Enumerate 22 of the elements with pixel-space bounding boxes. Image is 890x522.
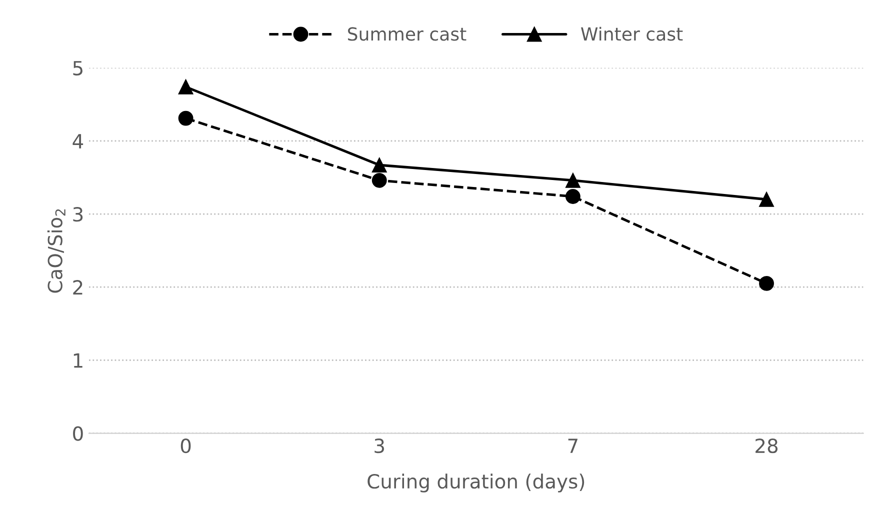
point: [372, 158, 387, 173]
point: [178, 110, 194, 126]
legend-label: Summer cast: [348, 27, 466, 41]
point: [565, 189, 580, 204]
point: [759, 192, 774, 207]
x-tick-label: 3: [374, 438, 384, 454]
y-tick-label: 5: [73, 61, 82, 76]
x-tick-label: 7: [568, 438, 578, 453]
y-tick-label: 2: [73, 280, 82, 294]
point: [759, 276, 774, 291]
point: [565, 172, 580, 188]
y-tick-label: 1: [74, 353, 82, 368]
legend-label: Winter cast: [580, 26, 683, 41]
x-axis-title: Curing duration (days): [368, 474, 584, 492]
y-axis-title: CaO/Sio$_{2}$: [47, 209, 66, 293]
y-tick-label: 3: [73, 206, 83, 222]
x-tick-label: 0: [180, 438, 191, 454]
y-tick-label: 4: [72, 134, 84, 148]
point: [178, 79, 194, 94]
y-tick-label: 0: [73, 426, 83, 441]
point: [372, 172, 387, 188]
x-tick-label: 28: [756, 438, 778, 454]
